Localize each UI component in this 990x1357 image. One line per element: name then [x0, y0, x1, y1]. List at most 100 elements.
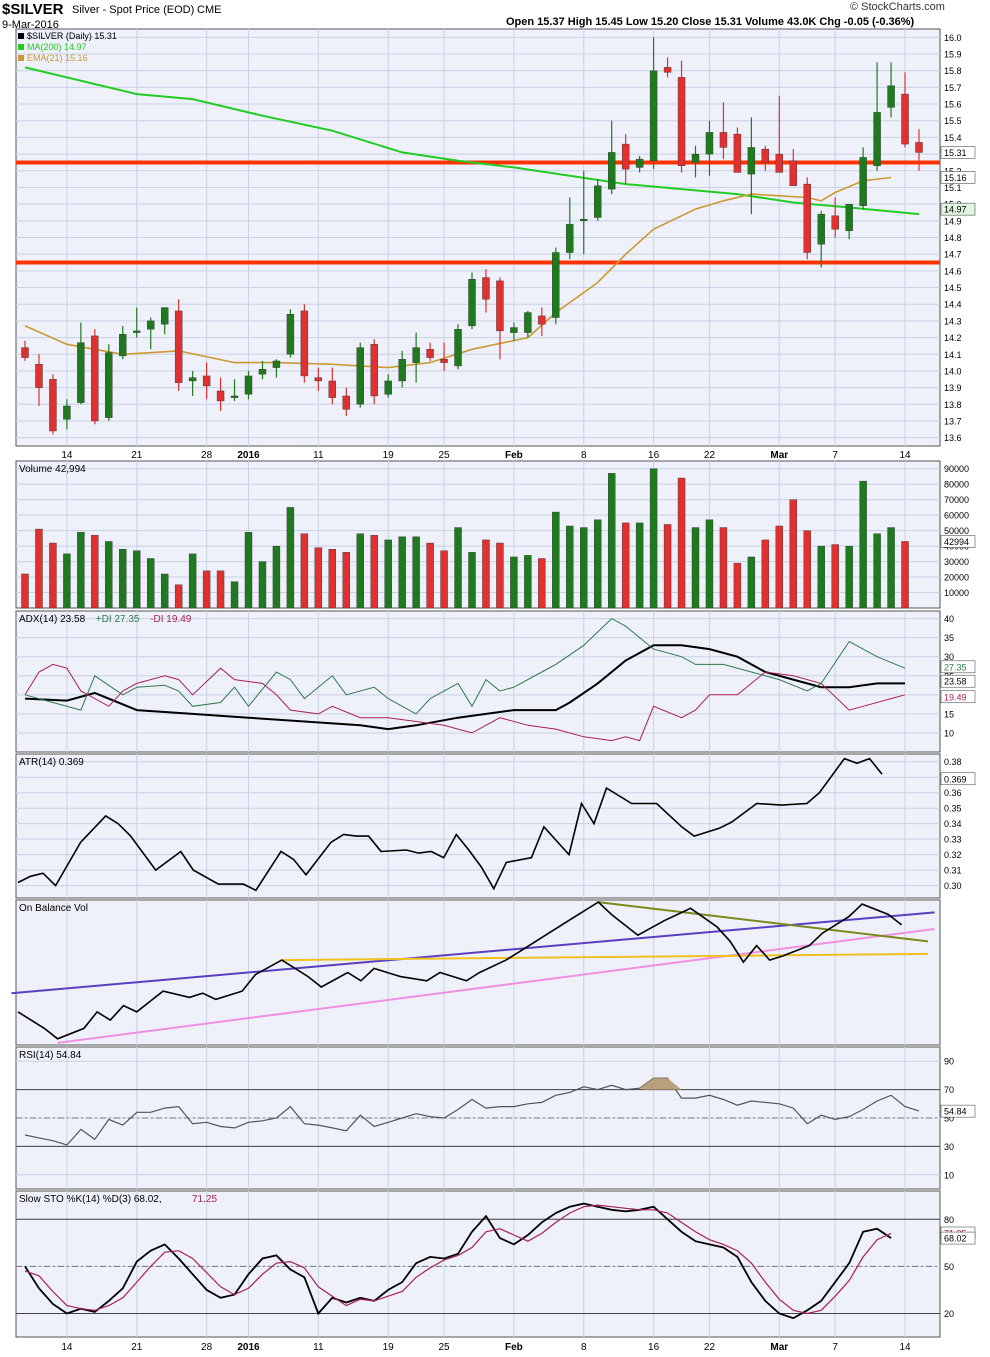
- panel-6-frame: [15, 1190, 941, 1338]
- candle-body: [733, 133, 742, 173]
- candle-body: [328, 380, 337, 398]
- candle-body: [677, 77, 686, 166]
- sto-k-tag: 68.02: [944, 1234, 967, 1244]
- candle-body: [258, 369, 267, 375]
- x-tick-label: 14: [61, 450, 73, 461]
- y-tick-label: 15.8: [944, 66, 962, 76]
- candle-body: [887, 85, 895, 108]
- volume-bar: [133, 550, 141, 609]
- y-tick-label: 0.38: [944, 757, 962, 767]
- volume-bar: [468, 552, 476, 609]
- candle-body: [705, 132, 714, 155]
- volume-bar: [831, 544, 839, 609]
- y-tick-label: 13.6: [944, 433, 962, 443]
- y-tick-label: 14.7: [944, 250, 962, 260]
- candle-body: [342, 395, 350, 410]
- volume-bar: [160, 573, 169, 609]
- y-tick-label: 14.6: [944, 266, 962, 276]
- volume-value-tag: 42994: [944, 537, 969, 547]
- volume-bar: [719, 527, 728, 609]
- y-tick-label: 70: [944, 1085, 954, 1095]
- atr-line: [17, 757, 883, 892]
- y-tick-label: 30: [944, 1142, 954, 1152]
- candle-body: [552, 252, 560, 318]
- y-tick-label: 16.0: [944, 33, 962, 43]
- x-tick-label: Mar: [770, 450, 788, 461]
- candle-body: [49, 379, 57, 432]
- sto-series-line: [24, 1204, 892, 1315]
- panel-1-frame: [15, 460, 941, 609]
- x-tick-label: 21: [131, 1342, 143, 1353]
- adx-tag: 23.58: [944, 677, 967, 687]
- y-tick-label: 10000: [944, 588, 969, 598]
- candle-body: [691, 153, 700, 163]
- candle-body: [775, 153, 784, 173]
- y-tick-label: 14.1: [944, 350, 962, 360]
- volume-bar: [566, 525, 574, 609]
- candle-body: [496, 280, 504, 332]
- candle-body: [831, 215, 839, 230]
- adx-legend-entry: -DI 19.49: [150, 614, 192, 625]
- x-tick-label: 16: [648, 1342, 660, 1353]
- rsi-line: [24, 1077, 920, 1146]
- candle-body: [482, 277, 490, 300]
- y-tick-label: 13.9: [944, 383, 962, 393]
- candle-body: [174, 310, 183, 383]
- symbol-description: Silver - Spot Price (EOD): [72, 4, 195, 16]
- rsi-value-tag-box: [940, 1104, 976, 1118]
- y-tick-label: 80: [944, 1215, 954, 1225]
- candle-body: [77, 342, 85, 403]
- volume-bar: [314, 547, 323, 609]
- rsi-value-tag: 54.84: [944, 1107, 967, 1117]
- adx-series-line: [24, 663, 906, 742]
- candle-body: [230, 395, 239, 398]
- x-tick-label: 8: [581, 1342, 587, 1353]
- candle-body: [915, 142, 923, 153]
- sto-k-tag-box: [940, 1231, 976, 1245]
- last-price-tag-box: [940, 146, 976, 159]
- candle-body: [412, 347, 420, 363]
- sto-d-value: 71.25: [192, 1194, 217, 1205]
- plus-di-tag-box: [940, 660, 976, 674]
- candle-body: [859, 157, 867, 207]
- candle-body: [105, 352, 113, 418]
- candle-body: [272, 360, 281, 368]
- volume-bar: [552, 511, 560, 609]
- x-tick-label: 8: [581, 450, 587, 461]
- y-tick-label: 50000: [944, 526, 969, 536]
- volume-bar: [174, 584, 183, 609]
- obv-title: On Balance Vol: [19, 903, 88, 914]
- volume-bar: [370, 535, 378, 609]
- volume-bar: [887, 527, 895, 609]
- volume-bar: [580, 527, 588, 609]
- volume-value-tag-box: [940, 535, 976, 548]
- candle-body: [663, 67, 672, 73]
- candle-body: [719, 132, 728, 148]
- legend-swatch: [18, 44, 24, 50]
- ema21-value-tag-box: [940, 171, 976, 184]
- volume-bar: [663, 524, 672, 609]
- volume-bar: [356, 533, 364, 609]
- candle-body: [286, 314, 295, 355]
- volume-bar: [342, 552, 350, 609]
- date-label: 9-Mar-2016: [2, 19, 59, 31]
- volume-bar: [440, 550, 448, 609]
- atr-value-tag: 0.369: [944, 774, 967, 784]
- volume-bar: [775, 525, 784, 609]
- panel-2-frame: [15, 610, 941, 753]
- x-tick-label: 19: [383, 450, 395, 461]
- obv-trendline: [57, 928, 935, 1044]
- panel-4-frame: [15, 899, 941, 1046]
- volume-bar: [384, 539, 392, 609]
- minus-di-tag: 19.49: [944, 692, 967, 702]
- volume-bar: [510, 556, 518, 609]
- volume-bar: [216, 570, 225, 609]
- y-tick-label: 14.9: [944, 216, 962, 226]
- y-tick-label: 0.32: [944, 850, 962, 860]
- adx-series-line: [24, 617, 906, 715]
- candle-body: [244, 375, 253, 395]
- x-tick-label: 22: [704, 450, 716, 461]
- candle-body: [147, 320, 155, 330]
- obv-trendline: [281, 952, 929, 962]
- volume-bar: [244, 531, 253, 609]
